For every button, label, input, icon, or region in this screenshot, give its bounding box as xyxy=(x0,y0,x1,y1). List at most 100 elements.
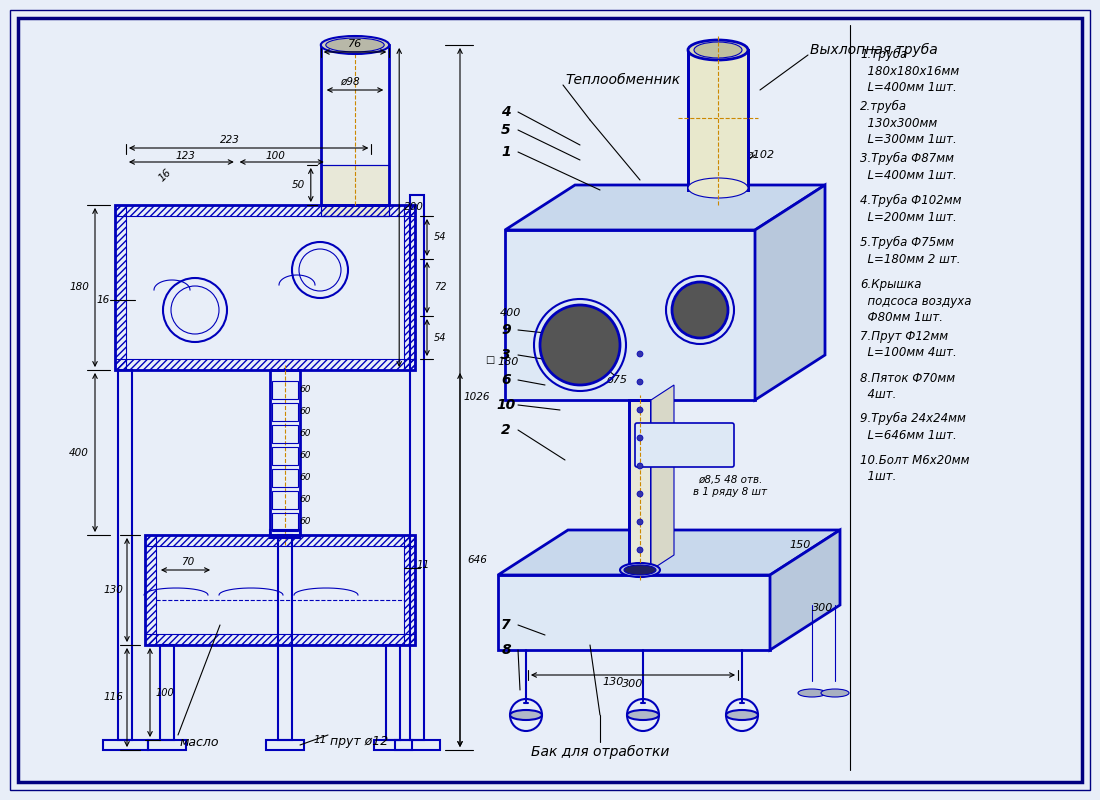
Text: 10.Болт М6x20мм
  1шт.: 10.Болт М6x20мм 1шт. xyxy=(860,454,969,483)
Text: сгорания: сгорания xyxy=(658,447,712,457)
Polygon shape xyxy=(770,530,840,650)
Bar xyxy=(116,205,127,370)
Circle shape xyxy=(637,351,644,357)
Bar xyxy=(116,205,415,370)
Text: 400: 400 xyxy=(499,308,520,318)
Bar xyxy=(321,165,389,216)
Bar xyxy=(116,205,415,216)
Text: масло: масло xyxy=(180,735,220,749)
Circle shape xyxy=(637,547,644,553)
Bar xyxy=(266,740,304,750)
Text: □: □ xyxy=(485,355,495,365)
Bar xyxy=(404,535,415,645)
Text: 2: 2 xyxy=(502,423,510,437)
Circle shape xyxy=(637,519,644,525)
Polygon shape xyxy=(498,575,770,650)
Bar xyxy=(272,513,298,531)
Text: Теплообменник: Теплообменник xyxy=(565,73,680,87)
Text: 130: 130 xyxy=(103,585,123,595)
Bar xyxy=(145,535,156,645)
Text: 72: 72 xyxy=(433,282,447,293)
Circle shape xyxy=(637,463,644,469)
Polygon shape xyxy=(651,385,674,570)
Bar xyxy=(386,645,400,740)
Text: 2.труба
  130x300мм
  L=300мм 1шт.: 2.труба 130x300мм L=300мм 1шт. xyxy=(860,100,957,146)
Text: 4: 4 xyxy=(502,105,510,119)
Text: 6: 6 xyxy=(502,373,510,387)
Polygon shape xyxy=(505,185,825,230)
Text: 4.Труба Ф102мм
  L=200мм 1шт.: 4.Труба Ф102мм L=200мм 1шт. xyxy=(860,194,961,223)
Bar xyxy=(160,645,174,740)
Bar xyxy=(272,469,298,487)
Ellipse shape xyxy=(726,710,758,720)
Ellipse shape xyxy=(326,38,384,52)
Bar xyxy=(272,491,298,509)
Text: 54: 54 xyxy=(433,233,447,242)
Bar xyxy=(688,50,748,190)
Text: 180: 180 xyxy=(497,357,518,367)
Text: 16: 16 xyxy=(97,295,110,305)
Text: 8: 8 xyxy=(502,643,510,657)
Text: 70: 70 xyxy=(182,557,195,567)
Text: 8.Пяток Ф70мм
  4шт.: 8.Пяток Ф70мм 4шт. xyxy=(860,372,955,402)
Text: 3: 3 xyxy=(502,348,510,362)
Bar xyxy=(395,740,440,750)
Text: ø87: ø87 xyxy=(674,445,695,455)
Text: 11: 11 xyxy=(314,735,327,745)
Bar xyxy=(272,425,298,443)
Text: 5: 5 xyxy=(502,123,510,137)
Bar xyxy=(118,370,132,740)
Text: 223: 223 xyxy=(220,135,240,145)
Circle shape xyxy=(672,282,728,338)
Bar xyxy=(629,400,651,570)
Ellipse shape xyxy=(510,710,542,720)
Text: 123: 123 xyxy=(175,151,195,161)
Polygon shape xyxy=(505,230,755,400)
Text: ø75: ø75 xyxy=(606,375,627,385)
Text: 9.Труба 24x24мм
  L=646мм 1шт.: 9.Труба 24x24мм L=646мм 1шт. xyxy=(860,412,966,442)
Text: 60: 60 xyxy=(299,474,310,482)
Text: 50: 50 xyxy=(293,180,306,190)
Circle shape xyxy=(540,305,620,385)
Ellipse shape xyxy=(627,710,659,720)
Bar xyxy=(145,535,415,645)
Text: 116: 116 xyxy=(103,693,123,702)
Ellipse shape xyxy=(620,563,660,577)
Bar xyxy=(272,381,298,399)
Text: 76: 76 xyxy=(348,39,362,49)
Bar xyxy=(270,530,300,538)
Text: 60: 60 xyxy=(299,430,310,438)
Text: 10: 10 xyxy=(496,398,516,412)
Ellipse shape xyxy=(688,40,748,60)
Ellipse shape xyxy=(321,36,389,54)
Text: 60: 60 xyxy=(299,451,310,461)
Text: 200: 200 xyxy=(405,202,425,213)
Bar xyxy=(278,535,292,740)
Bar xyxy=(374,740,412,750)
Bar xyxy=(321,165,389,216)
Ellipse shape xyxy=(694,42,743,58)
Text: 180: 180 xyxy=(69,282,89,293)
Text: ø98: ø98 xyxy=(340,77,360,87)
Polygon shape xyxy=(498,530,840,575)
Bar xyxy=(103,740,148,750)
Text: 646: 646 xyxy=(468,555,487,565)
Text: 16: 16 xyxy=(157,166,173,183)
Text: камера: камера xyxy=(663,435,706,445)
Text: прут ø12: прут ø12 xyxy=(330,735,388,749)
Bar xyxy=(272,447,298,465)
Text: 5.Труба Ф75мм
  L=180мм 2 шт.: 5.Труба Ф75мм L=180мм 2 шт. xyxy=(860,236,960,266)
Bar xyxy=(145,535,415,546)
Text: 3.Труба Ф87мм
  L=400мм 1шт.: 3.Труба Ф87мм L=400мм 1шт. xyxy=(860,152,957,182)
Text: Выхлопная труба: Выхлопная труба xyxy=(810,43,937,57)
Polygon shape xyxy=(755,185,825,400)
Text: 54: 54 xyxy=(433,333,447,342)
Text: 7: 7 xyxy=(502,618,510,632)
Text: 11: 11 xyxy=(417,560,430,570)
Text: ø8,5 48 отв.: ø8,5 48 отв. xyxy=(697,475,762,485)
Bar xyxy=(270,370,300,535)
Text: 1.Труба
  180x180x16мм
  L=400мм 1шт.: 1.Труба 180x180x16мм L=400мм 1шт. xyxy=(860,48,959,94)
Circle shape xyxy=(637,407,644,413)
Bar xyxy=(116,359,415,370)
Text: 60: 60 xyxy=(299,386,310,394)
